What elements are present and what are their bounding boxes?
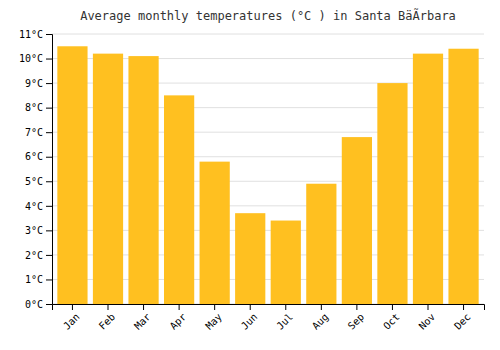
bars	[57, 46, 478, 304]
y-tick-label: 3°C	[25, 225, 43, 236]
y-tick: 8°C	[25, 102, 52, 113]
y-tick-mark	[46, 59, 52, 60]
x-tick-label: Jan	[61, 311, 82, 332]
x-tick-mark	[463, 304, 464, 310]
y-tick-label: 0°C	[25, 299, 43, 310]
y-tick-mark	[46, 230, 52, 231]
x-tick-label: Jun	[239, 311, 260, 332]
y-tick-label: 11°C	[19, 29, 43, 40]
x-tick-label: Sep	[346, 311, 367, 332]
y-tick: 6°C	[25, 151, 52, 162]
x-tick: Nov	[417, 304, 438, 332]
x-tick-mark	[214, 304, 215, 310]
x-tick-label: Feb	[97, 311, 118, 332]
bar	[342, 137, 372, 304]
y-tick: 0°C	[25, 299, 52, 310]
y-tick-label: 7°C	[25, 127, 43, 138]
y-tick-mark	[46, 279, 52, 280]
y-tick-mark	[46, 83, 52, 84]
x-tick-label: Oct	[381, 311, 402, 332]
y-tick-mark	[46, 181, 52, 182]
x-tick: May	[203, 304, 224, 332]
x-tick: Jun	[239, 304, 260, 332]
x-tick-label: Apr	[168, 311, 189, 332]
y-tick: 11°C	[19, 29, 52, 40]
x-tick: Mar	[132, 304, 153, 332]
y-tick-label: 9°C	[25, 78, 43, 89]
y-tick: 2°C	[25, 250, 52, 261]
x-tick-mark	[392, 304, 393, 310]
y-tick: 4°C	[25, 201, 52, 212]
y-tick-label: 1°C	[25, 274, 43, 285]
x-tick: Jan	[61, 304, 82, 332]
y-tick-label: 6°C	[25, 151, 43, 162]
x-tick: Sep	[346, 304, 367, 332]
x-axis: Jan Feb Mar Apr May Jun Jul Aug Sep Oct Nov Dec	[53, 304, 485, 332]
bar	[448, 49, 478, 304]
plot: 0°C 1°C 2°C 3°C 4°C 5°C 6°C 7°C 8°C 9°C 10°C 11°C Ja…	[19, 29, 485, 332]
x-tick-mark	[428, 304, 429, 310]
bar	[128, 56, 158, 304]
y-tick-label: 5°C	[25, 176, 43, 187]
y-tick-label: 10°C	[19, 53, 43, 64]
y-tick-label: 8°C	[25, 102, 43, 113]
y-tick: 10°C	[19, 53, 52, 64]
y-tick-mark	[46, 255, 52, 256]
x-tick-mark	[108, 304, 109, 310]
y-axis-line	[46, 35, 53, 305]
bar	[57, 46, 87, 304]
title: Average monthly temperatures (°C ) in Sa…	[80, 8, 456, 23]
y-tick-mark	[46, 157, 52, 158]
x-tick-mark	[179, 304, 180, 310]
y-axis: 0°C 1°C 2°C 3°C 4°C 5°C 6°C 7°C 8°C 9°C 10°C 11°C	[19, 29, 53, 310]
bar	[413, 54, 443, 304]
y-tick-mark	[46, 304, 52, 305]
y-tick: 9°C	[25, 78, 52, 89]
x-tick-label: Jul	[274, 311, 295, 332]
y-tick: 1°C	[25, 274, 52, 285]
y-tick-label: 2°C	[25, 250, 43, 261]
y-tick-mark	[46, 206, 52, 207]
x-tick: Oct	[381, 304, 402, 332]
grid-line	[52, 34, 484, 35]
y-tick: 3°C	[25, 225, 52, 236]
y-tick: 5°C	[25, 176, 52, 187]
bar	[200, 162, 230, 304]
x-tick: Aug	[310, 304, 331, 332]
grid	[52, 34, 484, 304]
chart: 0°C 1°C 2°C 3°C 4°C 5°C 6°C 7°C 8°C 9°C 10°C 11°C Ja…	[0, 0, 500, 350]
y-tick: 7°C	[25, 127, 52, 138]
bar	[306, 184, 336, 304]
bar	[235, 213, 265, 304]
x-tick-mark	[250, 304, 251, 310]
x-tick-label: May	[203, 311, 224, 332]
x-tick: Dec	[452, 304, 473, 332]
x-tick: Jul	[274, 304, 295, 332]
y-tick-mark	[46, 34, 52, 35]
x-tick-mark	[143, 304, 144, 310]
x-tick-mark	[72, 304, 73, 310]
x-axis-line	[53, 305, 485, 311]
bar	[377, 83, 407, 304]
x-tick: Apr	[168, 304, 189, 332]
x-tick: Feb	[97, 304, 118, 332]
x-tick-label: Aug	[310, 311, 331, 332]
y-tick-label: 4°C	[25, 201, 43, 212]
bar	[93, 54, 123, 304]
bar	[164, 95, 194, 304]
x-tick-label: Nov	[417, 311, 438, 332]
x-tick-mark	[356, 304, 357, 310]
x-tick-mark	[285, 304, 286, 310]
x-tick-label: Dec	[452, 311, 473, 332]
x-tick-label: Mar	[132, 311, 153, 332]
y-tick-mark	[46, 108, 52, 109]
y-tick-mark	[46, 132, 52, 133]
x-tick-mark	[321, 304, 322, 310]
bar	[271, 221, 301, 304]
